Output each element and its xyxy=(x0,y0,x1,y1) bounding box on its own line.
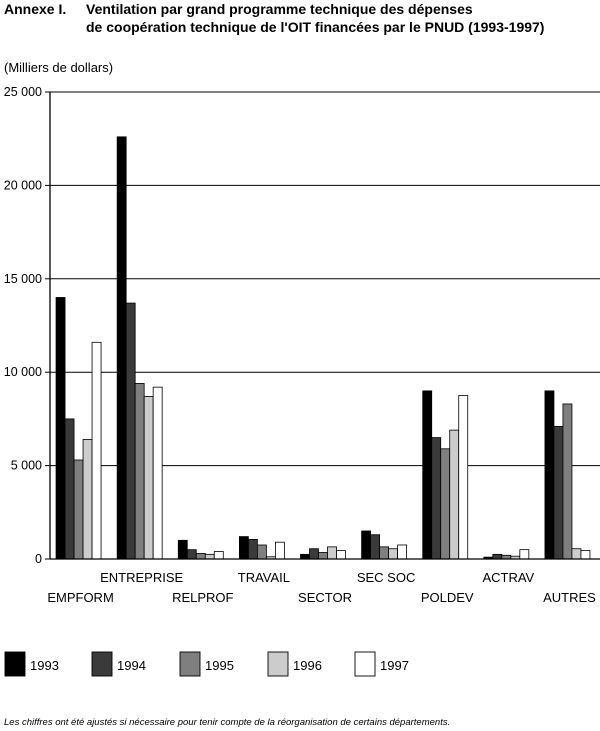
bar-empform-1994 xyxy=(64,418,75,560)
legend: 1993 1994 1995 1996 1997 xyxy=(4,651,409,677)
bar-sector-1993 xyxy=(300,553,310,560)
bar-sec-soc-1994 xyxy=(370,534,381,560)
legend-label: 1993 xyxy=(30,658,59,673)
bar-travail-1995 xyxy=(256,544,267,560)
bar-relprof-1993 xyxy=(177,539,188,560)
bar-poldev-1994 xyxy=(431,437,442,560)
bar-relprof-1997 xyxy=(213,551,224,560)
bar-entreprise-1997 xyxy=(152,386,163,560)
x-tick-label: POLDEV xyxy=(421,590,474,605)
bar-sector-1995 xyxy=(318,552,328,560)
bar-autres-1993 xyxy=(544,390,555,560)
bar-sec-soc-1993 xyxy=(361,530,372,560)
x-tick-label: SECTOR xyxy=(298,590,352,605)
bar-empform-1995 xyxy=(73,459,84,560)
x-tick-label: ENTREPRISE xyxy=(100,570,183,585)
legend-swatch-1993 xyxy=(4,651,26,677)
bar-relprof-1996 xyxy=(204,553,215,560)
bar-entreprise-1995 xyxy=(134,383,145,560)
bar-poldev-1996 xyxy=(449,429,460,560)
y-tick-label: 10 000 xyxy=(4,365,42,379)
bar-sec-soc-1995 xyxy=(379,546,390,560)
bar-sector-1994 xyxy=(309,548,319,560)
legend-label: 1996 xyxy=(293,658,322,673)
bar-actrav-1994 xyxy=(492,553,503,560)
bar-autres-1996 xyxy=(571,548,582,560)
chart-title-line2: de coopération technique de l'OIT financ… xyxy=(86,19,545,35)
y-tick-label: 15 000 xyxy=(4,272,42,286)
bar-autres-1997 xyxy=(580,550,591,560)
bar-entreprise-1994 xyxy=(125,302,136,560)
bar-entreprise-1996 xyxy=(143,396,154,560)
y-tick-label: 20 000 xyxy=(4,178,42,192)
y-tick-label: 0 xyxy=(35,552,42,566)
legend-swatch-1997 xyxy=(354,651,376,677)
footnote: Les chiffres ont été ajustés si nécessai… xyxy=(4,717,451,728)
y-tick-label: 25 000 xyxy=(4,85,42,99)
bar-empform-1997 xyxy=(91,341,102,560)
x-tick-label: ACTRAV xyxy=(482,570,534,585)
y-axis-ticks: 0 5 000 10 000 15 000 20 000 25 000 xyxy=(4,85,50,566)
bars xyxy=(55,136,591,560)
x-tick-label: EMPFORM xyxy=(47,590,113,605)
bar-relprof-1994 xyxy=(186,549,197,560)
x-tick-label: RELPROF xyxy=(172,590,233,605)
y-axis-unit-label: (Milliers de dollars) xyxy=(4,60,114,75)
legend-swatch-1994 xyxy=(91,651,113,677)
legend-label: 1997 xyxy=(380,658,409,673)
chart-title-line1: Ventilation par grand programme techniqu… xyxy=(86,1,473,17)
x-axis-labels: EMPFORM ENTREPRISE RELPROF TRAVAIL SECTOR SEC… xyxy=(47,570,596,605)
gridlines xyxy=(50,91,600,467)
bar-poldev-1995 xyxy=(440,448,451,560)
bar-sec-soc-1996 xyxy=(388,548,399,560)
legend-label: 1994 xyxy=(117,658,146,673)
x-tick-label: AUTRES xyxy=(543,590,596,605)
bar-travail-1994 xyxy=(247,538,258,560)
x-tick-label: TRAVAIL xyxy=(238,570,290,585)
bar-relprof-1995 xyxy=(195,552,206,560)
bar-empform-1993 xyxy=(55,297,66,560)
bar-sector-1997 xyxy=(336,550,346,560)
legend-swatch-1996 xyxy=(267,651,289,677)
bar-travail-1997 xyxy=(274,541,285,560)
bar-poldev-1997 xyxy=(458,395,469,560)
bar-poldev-1993 xyxy=(422,390,433,560)
bar-sec-soc-1997 xyxy=(397,544,408,560)
y-tick-label: 5 000 xyxy=(11,459,42,473)
bar-empform-1996 xyxy=(82,439,93,560)
axes xyxy=(49,92,600,560)
legend-swatch-1995 xyxy=(179,651,201,677)
x-tick-label: SEC SOC xyxy=(357,570,416,585)
legend-label: 1995 xyxy=(205,658,234,673)
annex-label: Annexe I. xyxy=(4,1,67,17)
bar-entreprise-1993 xyxy=(116,136,127,560)
bar-sector-1996 xyxy=(327,546,337,560)
bar-autres-1995 xyxy=(562,403,573,560)
bar-actrav-1997 xyxy=(519,549,530,560)
bar-travail-1993 xyxy=(238,536,249,560)
bar-autres-1994 xyxy=(553,425,564,560)
